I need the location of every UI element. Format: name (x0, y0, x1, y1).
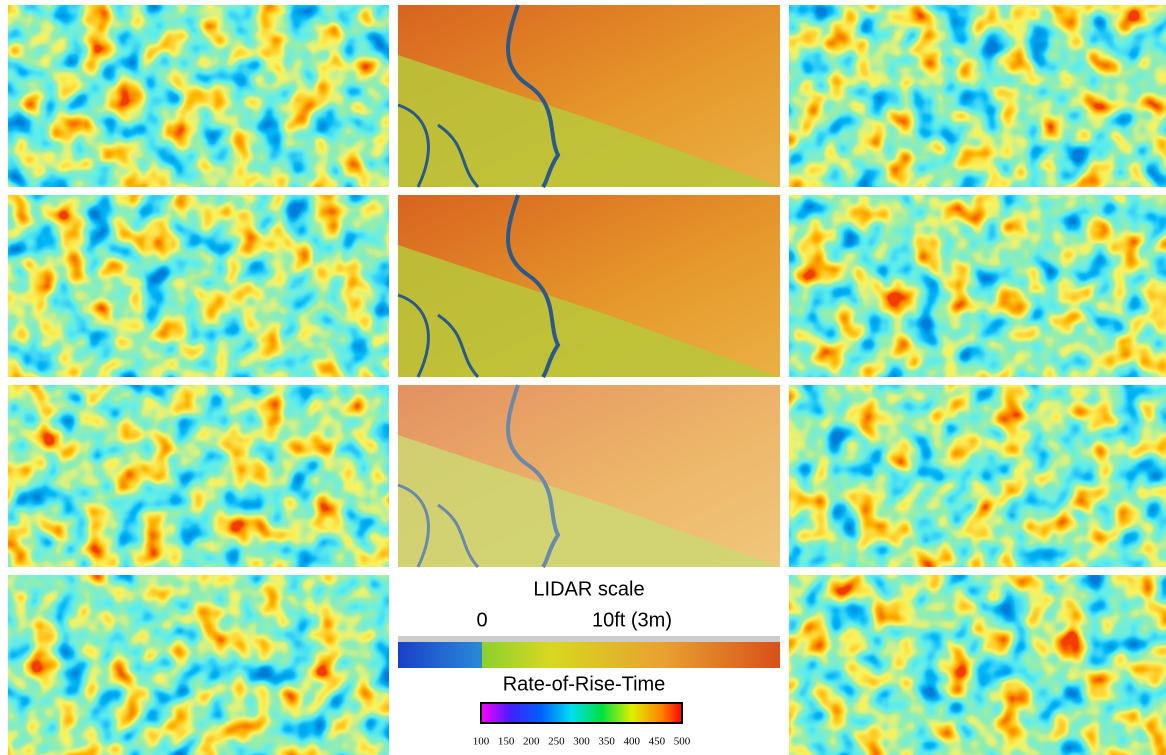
tick-label: 300 (573, 736, 590, 748)
scale-bar (398, 642, 780, 668)
rate-map (8, 575, 389, 755)
lidar-map (398, 195, 780, 377)
tick-label: 350 (598, 736, 615, 748)
scale-label: 10ft (3m) (592, 609, 672, 631)
scale-strip (398, 636, 780, 642)
lidar-map (398, 385, 780, 567)
scale-label: 0 (476, 609, 487, 631)
rate-map (789, 195, 1166, 377)
rate-map (789, 385, 1166, 567)
scale-bar (481, 703, 682, 723)
tick-label: 250 (548, 736, 565, 748)
tick-label: 500 (674, 736, 691, 748)
legend-title: LIDAR scale (533, 578, 644, 600)
rate-map (8, 5, 389, 187)
rate-map (789, 575, 1166, 755)
tick-label: 150 (498, 736, 515, 748)
rate-legend: Rate-of-Rise-Time 100 150 200 250 300 350 400 4… (473, 673, 691, 747)
tick-label: 450 (649, 736, 666, 748)
rate-map (789, 5, 1166, 187)
legend-title: Rate-of-Rise-Time (503, 673, 666, 695)
tick-label: 200 (523, 736, 540, 748)
lidar-map (398, 5, 780, 187)
rate-map (8, 195, 389, 377)
tick-label: 100 (473, 736, 490, 748)
middle-column (398, 5, 780, 567)
lidar-legend: LIDAR scale 0 10ft (3m) (398, 578, 780, 668)
right-column (789, 5, 1166, 755)
rate-map (8, 385, 389, 567)
figure: LIDAR scale 0 10ft (3m) Rate-of-Rise-Tim… (0, 0, 1166, 755)
tick-label: 400 (624, 736, 641, 748)
left-column (8, 5, 389, 755)
